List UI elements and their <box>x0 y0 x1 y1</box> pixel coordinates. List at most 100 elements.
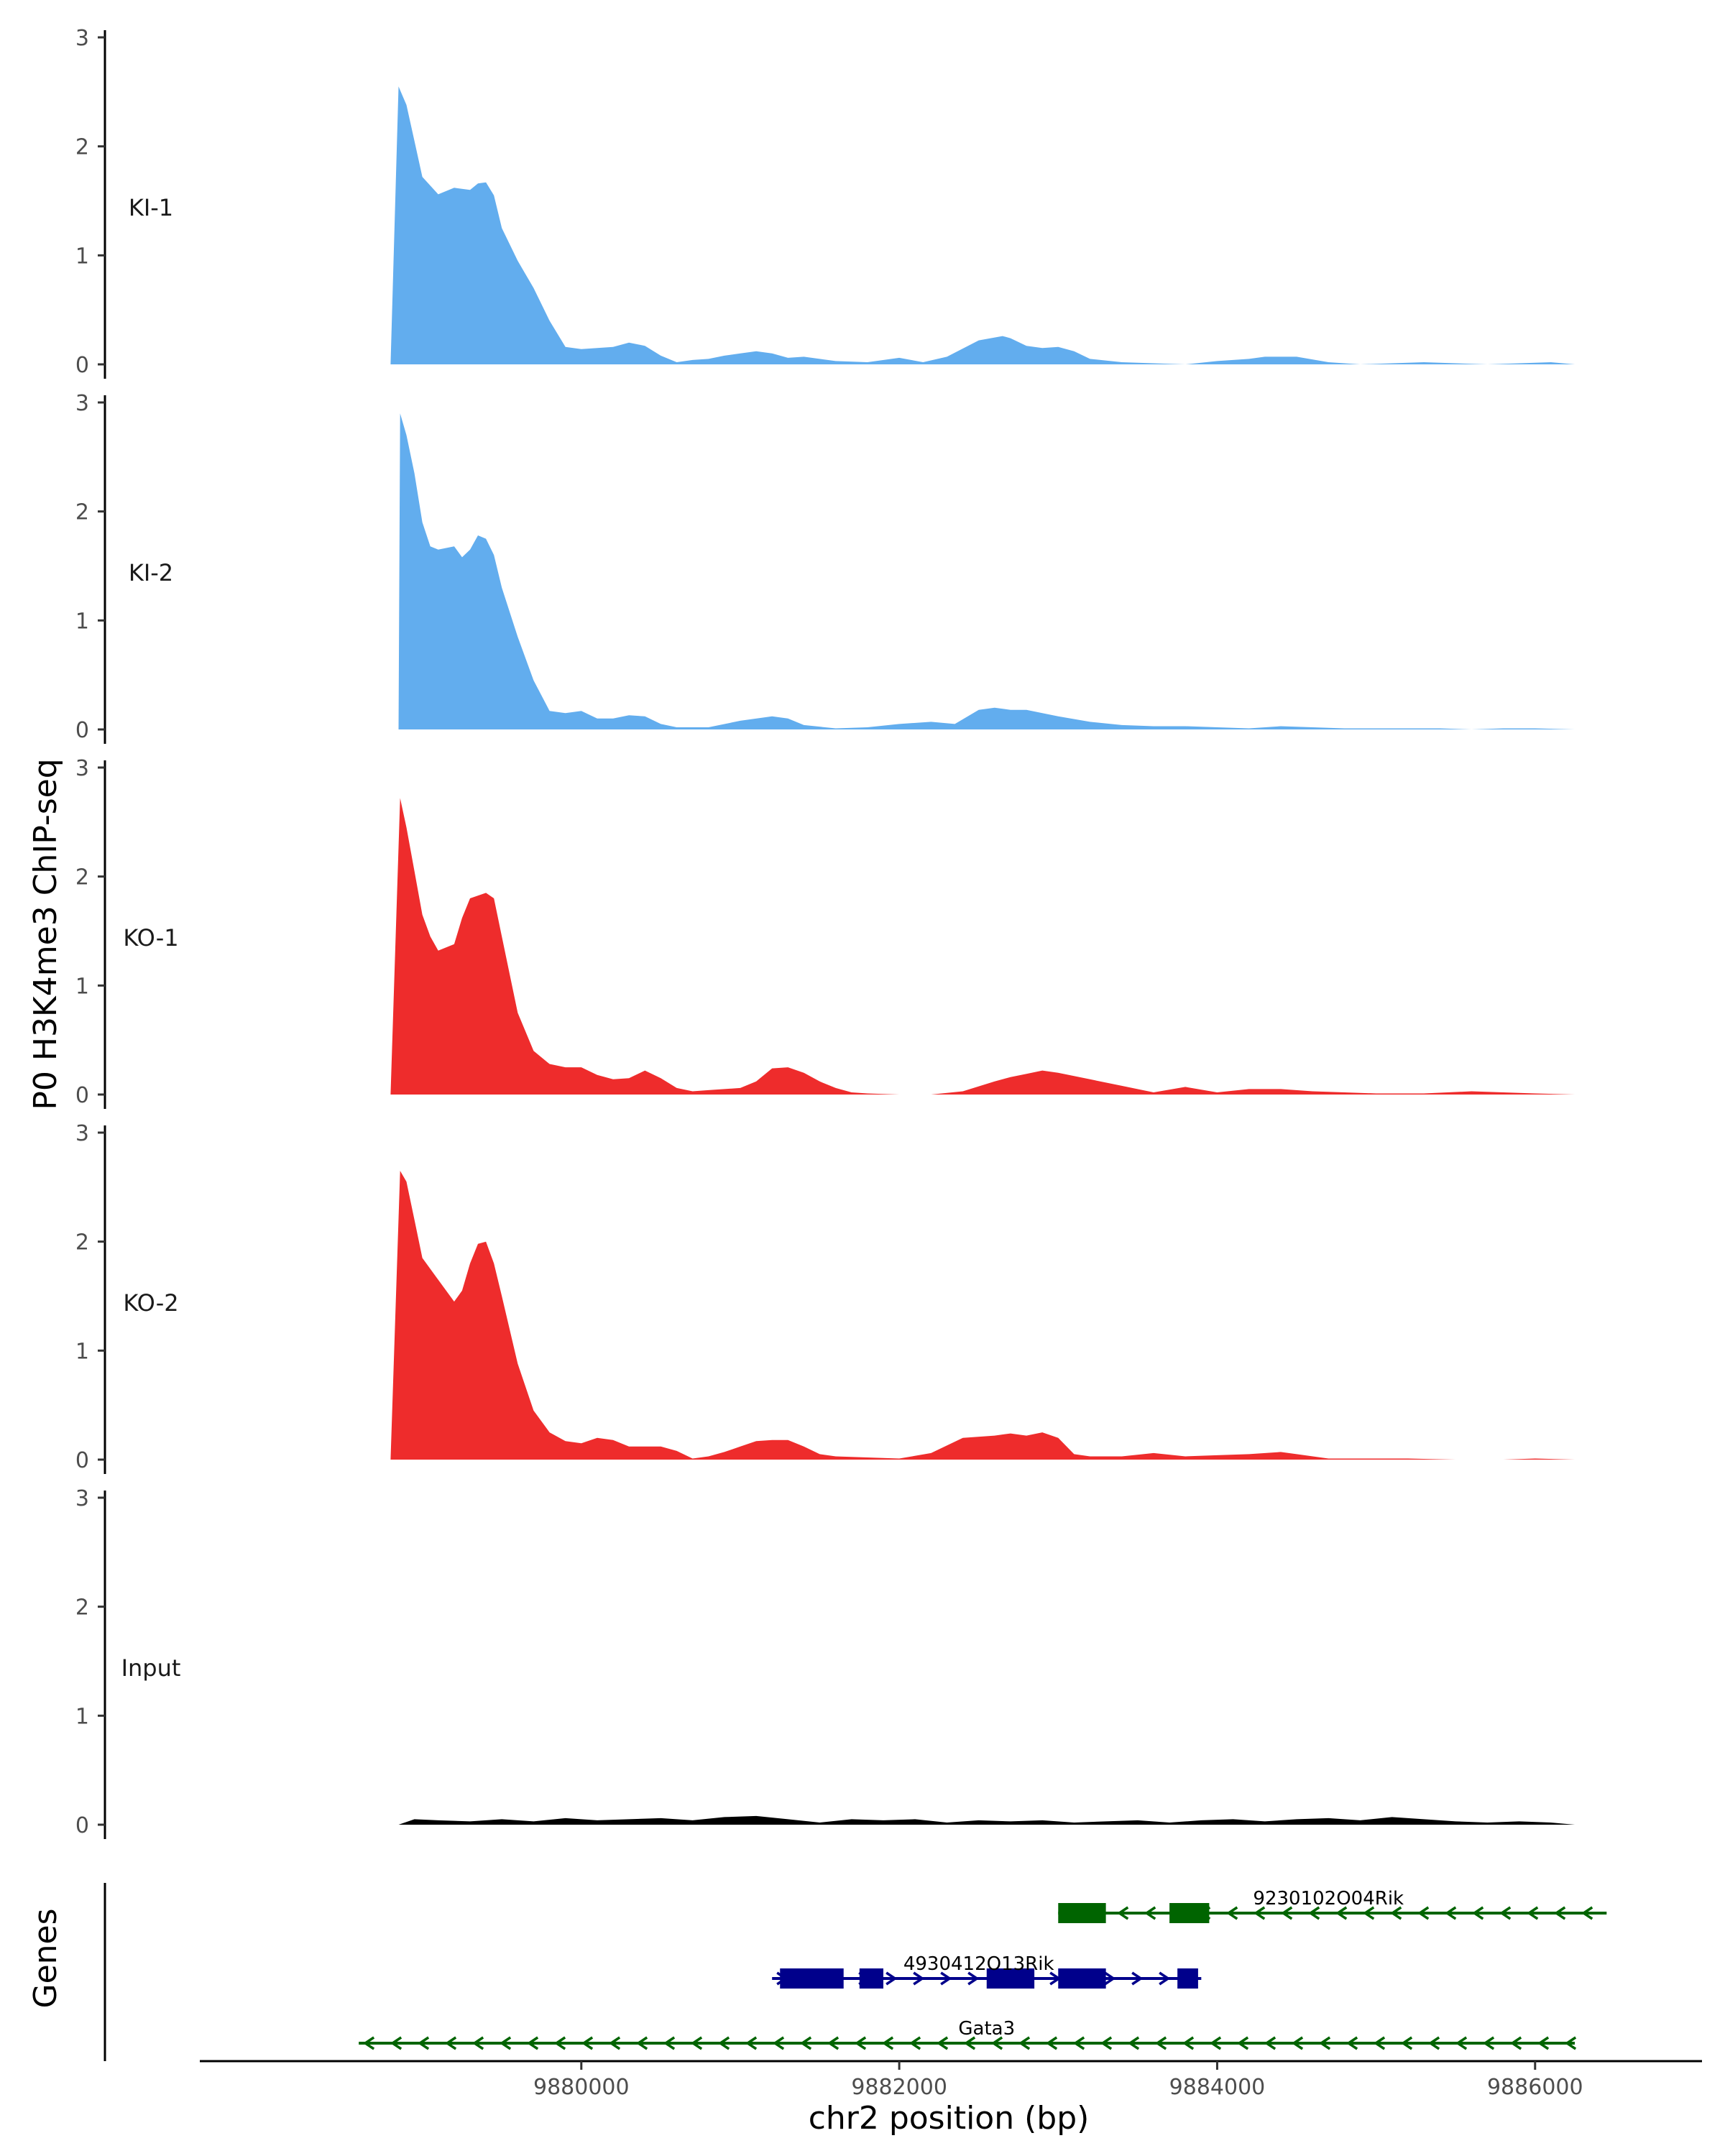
strand-arrow <box>1417 1906 1430 1920</box>
gene-9230102o04rik: 9230102O04Rik <box>1058 1888 1607 1923</box>
strand-arrow <box>1346 2036 1358 2050</box>
y-tick-label: 3 <box>75 1121 89 1146</box>
strand-arrow <box>886 1971 898 1986</box>
strand-arrow <box>472 2036 484 2050</box>
track-ki-1: 0 1 2 3 KI-1 <box>75 26 1576 379</box>
coverage-area <box>390 798 1576 1095</box>
strand-arrow <box>855 2036 867 2050</box>
y-tick-label: 2 <box>75 135 89 160</box>
track-label: KO-2 <box>123 1289 178 1317</box>
track-ko-2: 0 1 2 3 KO-2 <box>75 1121 1576 1474</box>
y-tick-label: 3 <box>75 1486 89 1511</box>
y-tick-label: 1 <box>75 1704 89 1729</box>
strand-arrow <box>1472 1906 1484 1920</box>
strand-arrow <box>527 2036 539 2050</box>
genes-panel: 9230102O04Rik 4930412O13Rik Gata3 <box>104 1883 1607 2061</box>
track-label: KI-2 <box>129 559 173 586</box>
strand-arrow <box>1428 2036 1440 2050</box>
gene-exon <box>1169 1903 1210 1923</box>
y-tick-label: 3 <box>75 756 89 781</box>
strand-arrow <box>1401 2036 1413 2050</box>
strand-arrow <box>1308 1906 1320 1920</box>
strand-arrow <box>445 2036 457 2050</box>
strand-arrow <box>1281 1906 1293 1920</box>
strand-arrow <box>1445 1906 1457 1920</box>
track-input: 0 1 2 3 Input <box>75 1486 1576 1839</box>
y-tick-label: 1 <box>75 244 89 269</box>
strand-arrow <box>1117 1906 1129 1920</box>
x-tick-label: 9882000 <box>851 2075 947 2100</box>
strand-arrow <box>1131 1971 1144 1986</box>
gene-exon <box>1058 1968 1106 1989</box>
strand-arrow <box>691 2036 703 2050</box>
y-tick-label: 2 <box>75 500 89 525</box>
strand-arrow <box>1159 1971 1171 1986</box>
strand-arrow <box>1363 1906 1375 1920</box>
strand-arrow <box>1527 1906 1539 1920</box>
strand-arrow <box>1073 2036 1085 2050</box>
y-tick-label: 2 <box>75 1595 89 1621</box>
strand-arrow <box>1237 2036 1249 2050</box>
coverage-area <box>398 1815 1576 1825</box>
gene-exon <box>1058 1903 1106 1923</box>
strand-arrow <box>1499 1906 1512 1920</box>
strand-arrow <box>909 2036 921 2050</box>
y-tick-label: 1 <box>75 1339 89 1364</box>
y-tick-label: 3 <box>75 391 89 416</box>
strand-arrow <box>800 2036 812 2050</box>
strand-arrow <box>418 2036 430 2050</box>
strand-arrow <box>991 2036 1003 2050</box>
x-tick-label: 9886000 <box>1487 2075 1583 2100</box>
strand-arrow <box>967 1971 980 1986</box>
strand-arrow <box>1210 2036 1222 2050</box>
track-label: KO-1 <box>123 924 178 952</box>
y-tick-label: 2 <box>75 865 89 890</box>
strand-arrow <box>1537 2036 1550 2050</box>
strand-arrow <box>1144 1906 1156 1920</box>
genes-axis-title: Genes <box>27 1908 64 2008</box>
y-tick-label: 0 <box>75 1083 89 1108</box>
gene-gata3: Gata3 <box>359 2018 1577 2050</box>
strand-arrow <box>745 2036 758 2050</box>
strand-arrow <box>1483 2036 1495 2050</box>
y-tick-label: 3 <box>75 26 89 51</box>
y-tick-label: 0 <box>75 353 89 378</box>
tracks-layer: 0 1 2 3 KI-1 0 1 2 3 KI-2 0 1 2 3 KO-1 0 1 2 3 KO-2 0 1 2 3 Inpu… <box>75 26 1576 1839</box>
track-label: KI-1 <box>129 194 173 221</box>
strand-arrow <box>1565 2036 1577 2050</box>
strand-arrow <box>500 2036 512 2050</box>
strand-arrow <box>913 1971 925 1986</box>
strand-arrow <box>1335 1906 1348 1920</box>
strand-arrow <box>1455 2036 1468 2050</box>
strand-arrow <box>1018 2036 1031 2050</box>
strand-arrow <box>1254 1906 1266 1920</box>
y-tick-label: 0 <box>75 1448 89 1473</box>
strand-arrow <box>1226 1906 1238 1920</box>
strand-arrow <box>1581 1906 1593 1920</box>
strand-arrow <box>663 2036 676 2050</box>
gene-label: 9230102O04Rik <box>1253 1888 1404 1909</box>
strand-arrow <box>609 2036 621 2050</box>
strand-arrow <box>827 2036 840 2050</box>
strand-arrow <box>964 2036 976 2050</box>
strand-arrow <box>1128 2036 1140 2050</box>
coverage-area <box>398 413 1576 729</box>
strand-arrow <box>1104 1971 1116 1986</box>
strand-arrow <box>636 2036 648 2050</box>
track-ki-2: 0 1 2 3 KI-2 <box>75 391 1576 744</box>
strand-arrow <box>1046 2036 1058 2050</box>
y-axis-title: P0 H3K4me3 ChIP-seq <box>27 758 64 1110</box>
gene-4930412o13rik: 4930412O13Rik <box>772 1953 1202 1989</box>
strand-arrow <box>390 2036 402 2050</box>
y-tick-label: 1 <box>75 974 89 999</box>
y-tick-label: 0 <box>75 1813 89 1838</box>
gene-exon <box>986 1968 1035 1989</box>
strand-arrow <box>363 2036 375 2050</box>
gene-label: Gata3 <box>958 2018 1015 2040</box>
gene-exon <box>1177 1968 1198 1989</box>
x-axis: 9880000 9882000 9884000 9886000 <box>200 2060 1702 2100</box>
strand-arrow <box>940 1971 952 1986</box>
x-tick-label: 9880000 <box>533 2075 630 2100</box>
x-tick-label: 9884000 <box>1169 2075 1266 2100</box>
